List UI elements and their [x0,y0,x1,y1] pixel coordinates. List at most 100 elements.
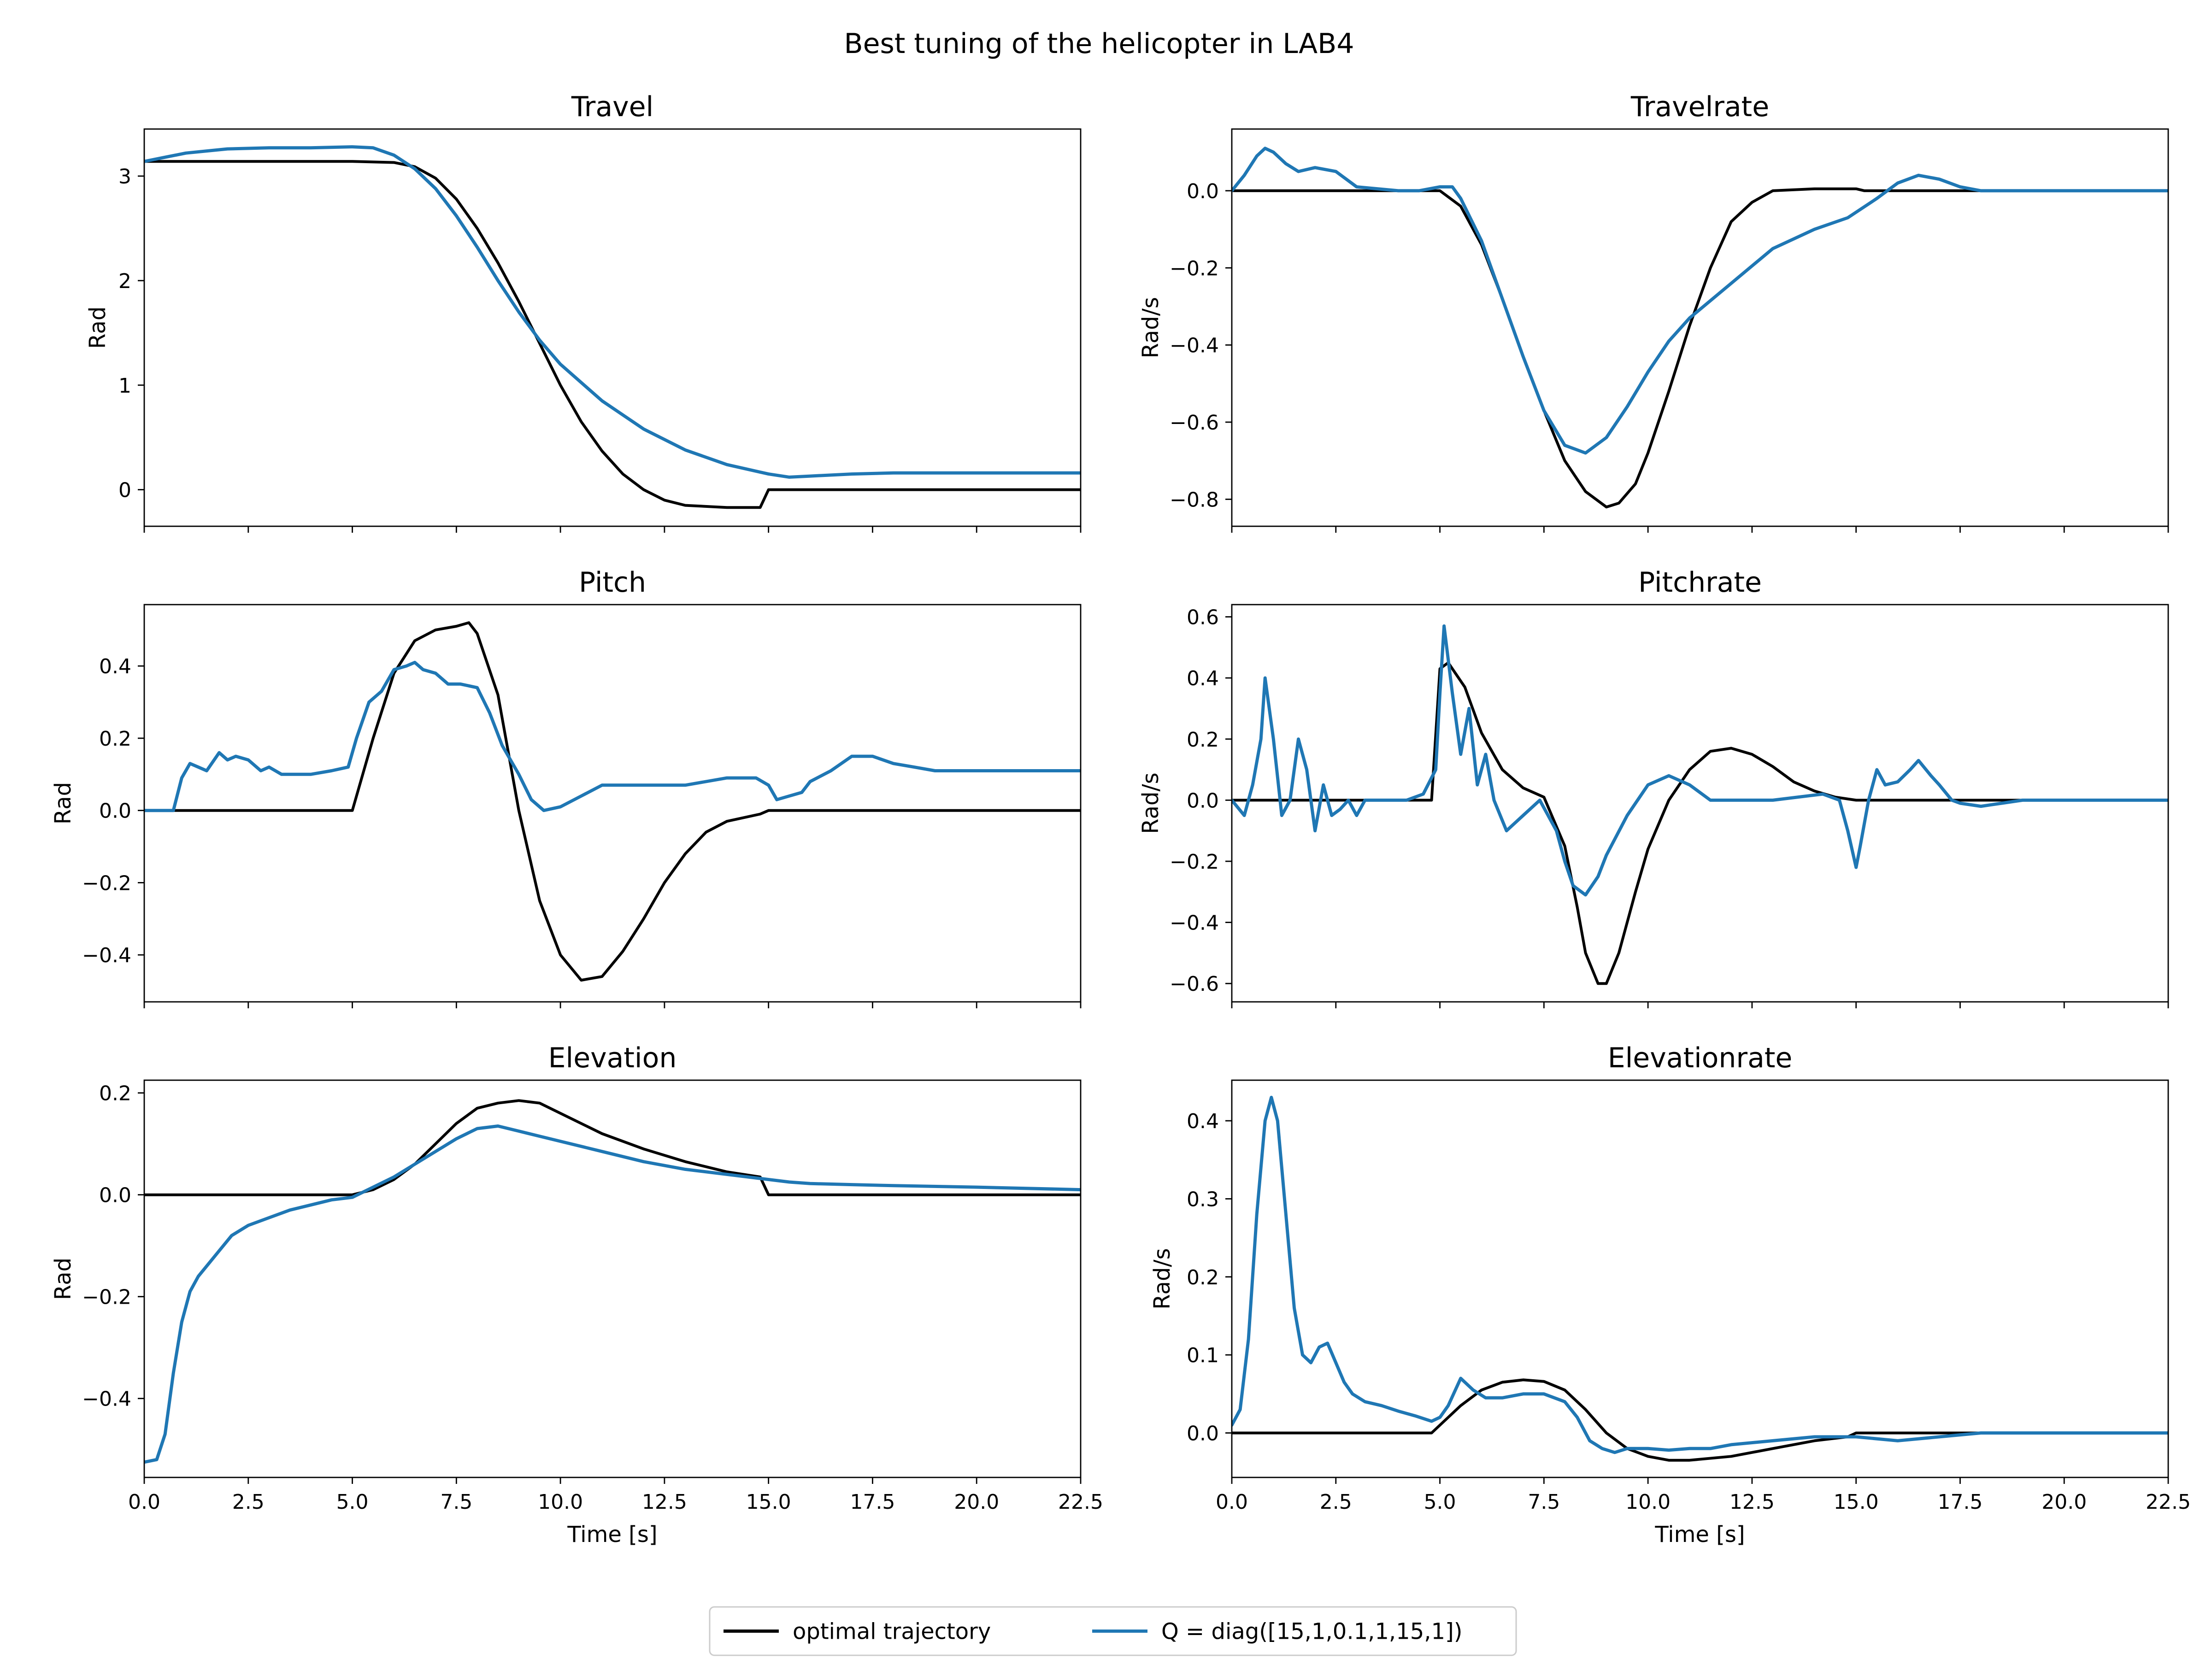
y-tick-label: 0.0 [99,800,131,823]
legend: optimal trajectory Q = diag([15,1,0.1,1,1… [709,1606,1517,1656]
figure-title: Best tuning of the helicopter in LAB4 [844,28,1354,60]
series-group [1232,624,2168,985]
y-tick-label: 0 [118,479,131,502]
x-tick-label: 20.0 [2041,1490,2087,1514]
x-tick-label: 15.0 [746,1490,791,1514]
legend-label: optimal trajectory [793,1619,991,1645]
series-group [144,1099,1081,1464]
y-tick-label: −0.4 [82,1388,131,1411]
y-tick-label: 0.4 [1187,667,1219,690]
x-tick-label: 12.5 [642,1490,687,1514]
x-tick-label: 2.5 [1320,1490,1352,1514]
y-tick-label: −0.4 [82,944,131,967]
y-axis-label: Rad/s [1149,1248,1175,1309]
x-tick-label: 10.0 [538,1490,583,1514]
y-tick-label: −0.2 [82,1286,131,1309]
optimal-trajectory-line-travelrate [1232,187,2168,509]
x-axis-label: Time [s] [567,1522,657,1547]
y-axis-label: Rad/s [1138,772,1164,834]
y-tick-label: 1 [118,374,131,398]
y-tick-label: 0.1 [1187,1344,1219,1367]
y-tick-label: −0.4 [1170,912,1219,935]
x-axis-label: Time [s] [1654,1522,1745,1547]
optimal-trajectory-line-elevationrate [1232,1378,2168,1462]
y-tick-label: −0.8 [1170,488,1219,512]
y-tick-label: −0.6 [1170,972,1219,996]
subplot-pitchrate: −0.6 −0.4 −0.2 0.0 0.2 0.4 0.6 Pitchrate Rad/s [1138,566,2169,1008]
optimal-trajectory-line-pitch [144,621,1081,982]
y-tick-label: −0.2 [82,871,131,895]
y-axis-label: Rad [50,782,76,824]
legend-label: Q = diag([15,1,0.1,1,15,1]) [1161,1619,1463,1645]
x-tick-label: 12.5 [1730,1490,1775,1514]
series-group [1232,1095,2168,1462]
subplot-title: Travelrate [1630,91,1769,123]
axes-frame [1231,128,2169,527]
subplot-title: Elevationrate [1608,1042,1793,1074]
series-group [1232,147,2168,509]
subplot-title: Elevation [548,1042,677,1074]
subplot-travelrate: −0.8 −0.6 −0.4 −0.2 0.0 Travelrate Rad/s [1138,91,2169,533]
y-tick-label: 3 [118,165,131,188]
measured-line-elevationrate [1232,1095,2168,1454]
x-tick-label: 15.0 [1834,1490,1879,1514]
subplot-elevationrate: 0.0 2.5 5.0 7.5 10.0 12.5 15.0 17.5 20.0 22.5 0.0 0… [1149,1042,2191,1547]
subplot-pitch: −0.4 −0.2 0.0 0.2 0.4 Pitch Rad [50,566,1082,1008]
y-tick-label: 0.4 [1187,1110,1219,1133]
optimal-trajectory-line-elevation [144,1099,1081,1196]
x-tick-label: 20.0 [954,1490,999,1514]
measured-line-travel [144,145,1081,479]
optimal-trajectory-line-pitchrate [1232,661,2168,985]
x-tick-label: 2.5 [232,1490,265,1514]
subplot-title: Pitchrate [1638,566,1762,599]
y-tick-label: 0.6 [1187,606,1219,629]
x-tick-label: 5.0 [1424,1490,1456,1514]
axes-frame [143,128,1082,527]
x-tick-label: 22.5 [2146,1490,2191,1514]
y-tick-label: 0.3 [1187,1188,1219,1211]
x-tick-label: 5.0 [336,1490,369,1514]
y-tick-label: 0.0 [1187,789,1219,812]
x-tick-label: 0.0 [1216,1490,1248,1514]
y-tick-label: −0.6 [1170,411,1219,435]
axes-frame [1231,604,2169,1003]
y-tick-label: −0.4 [1170,334,1219,358]
x-tick-label: 17.5 [850,1490,895,1514]
y-tick-label: 0.2 [99,1082,131,1106]
subplot-grid: 0 1 2 3 Travel Rad −0.8 −0.6 −0.4 −0.2 0.0 Travelra… [50,91,2191,1547]
x-tick-label: 22.5 [1058,1490,1103,1514]
y-axis-label: Rad/s [1138,297,1164,358]
y-tick-label: −0.2 [1170,257,1219,280]
y-tick-label: 0.2 [99,727,131,751]
y-axis-label: Rad [85,306,111,349]
axes-frame [143,1079,1082,1478]
y-tick-label: −0.2 [1170,850,1219,874]
measured-line-elevation [144,1124,1081,1464]
x-tick-label: 7.5 [1528,1490,1560,1514]
measured-line-pitchrate [1232,624,2168,897]
axes-frame [1231,1079,2169,1478]
y-tick-label: 2 [118,270,131,293]
series-group [144,145,1081,509]
measured-line-travelrate [1232,147,2168,455]
subplot-elevation: 0.0 2.5 5.0 7.5 10.0 12.5 15.0 17.5 20.0 22.5 −0.4… [50,1042,1103,1547]
x-tick-label: 7.5 [440,1490,472,1514]
y-tick-label: 0.4 [99,655,131,678]
x-tick-label: 17.5 [1937,1490,1983,1514]
y-tick-label: 0.2 [1187,1266,1219,1289]
optimal-trajectory-line-travel [144,160,1081,509]
y-tick-label: 0.0 [1187,1422,1219,1445]
y-tick-label: 0.2 [1187,728,1219,752]
measured-line-pitch [144,660,1081,812]
x-tick-label: 10.0 [1625,1490,1671,1514]
subplot-travel: 0 1 2 3 Travel Rad [85,91,1082,533]
subplot-title: Travel [571,91,653,123]
x-tick-label: 0.0 [128,1490,160,1514]
y-tick-label: 0.0 [99,1184,131,1207]
subplot-title: Pitch [579,566,646,599]
y-tick-label: 0.0 [1187,180,1219,203]
series-group [144,621,1081,982]
y-axis-label: Rad [50,1258,76,1300]
axes-frame [143,604,1082,1003]
